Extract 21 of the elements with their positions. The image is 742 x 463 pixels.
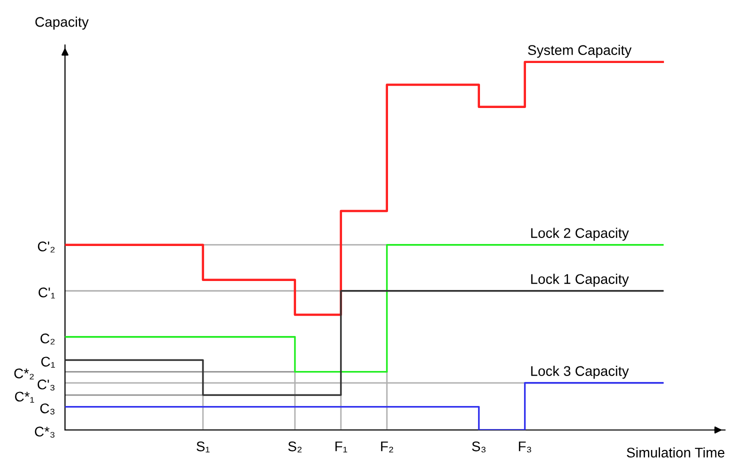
ref-line-label: C'₃ [38,380,54,391]
x-tick-label: S₃ [472,441,486,452]
ref-line-label: C*₂ [14,368,34,380]
x-tick-label: S₁ [196,441,210,452]
x-tick-label: F₃ [518,442,532,452]
x-axis-title: Simulation Time [626,447,724,458]
ref-line-label: C₃ [40,403,54,414]
y-axis-title: Capacity [35,16,89,30]
ref-line-label: C*₁ [15,392,34,403]
x-tick-label: S₂ [288,441,302,452]
series-label: System Capacity [528,44,632,58]
ref-line-label: C'₁ [38,288,55,298]
ref-line-label: C'₂ [38,242,55,252]
ref-line-label: C*₃ [34,426,54,438]
series-label: Lock 1 Capacity [531,274,629,287]
ref-line-label: C₁ [41,356,55,368]
series-label: Lock 2 Capacity [531,228,629,241]
x-tick-label: F₂ [381,442,394,452]
x-tick-label: F₁ [335,442,348,452]
series-label: Lock 3 Capacity [531,366,629,379]
ref-line-label: C₂ [40,334,55,344]
